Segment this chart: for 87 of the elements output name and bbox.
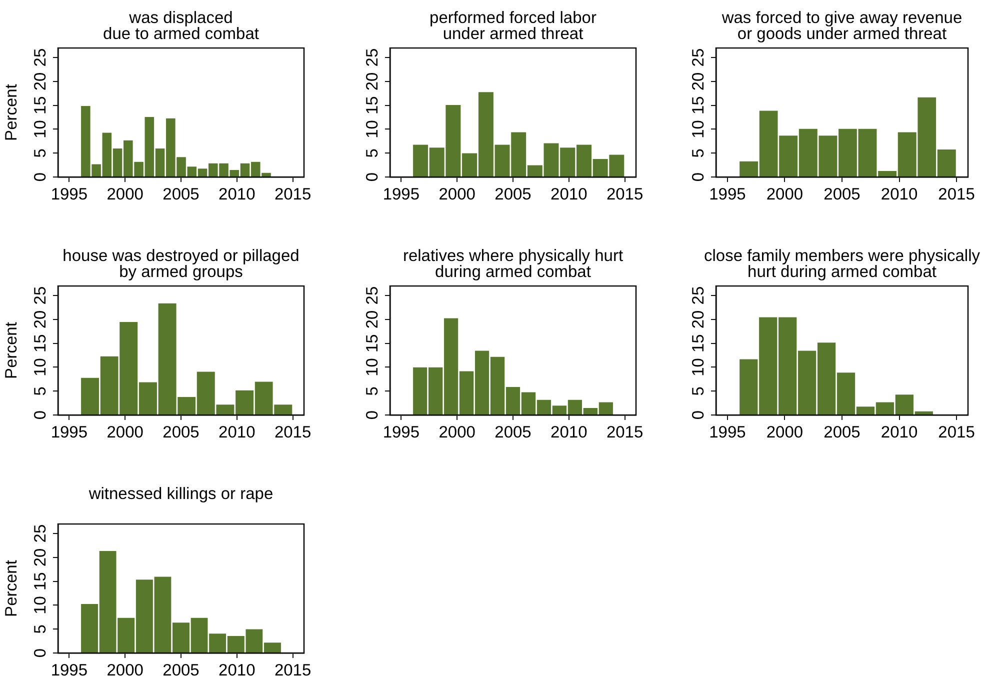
y-tick-label: 15 [31, 96, 50, 115]
y-tick-label: 20 [31, 310, 50, 329]
y-tick-label: 15 [689, 96, 708, 115]
x-tick-label: 2005 [162, 661, 200, 680]
x-tick-label: 2000 [106, 661, 144, 680]
x-tick-label: 1995 [50, 423, 88, 442]
y-tick-label: 10 [31, 358, 50, 376]
chart-title: relatives where physically hurt during armed combat [402, 247, 624, 281]
y-tick-label: 25 [31, 48, 50, 67]
x-tick-label: 1995 [709, 423, 746, 442]
y-tick-label: 5 [689, 148, 708, 158]
y-tick-label: 0 [31, 172, 50, 182]
y-tick-label: 25 [363, 48, 382, 67]
y-tick-label: 0 [689, 410, 708, 420]
x-tick-label: 2000 [106, 185, 144, 204]
chart-title: witnessed killings or rape [88, 485, 274, 503]
x-tick-label: 2015 [274, 661, 312, 680]
x-tick-label: 2010 [880, 423, 918, 442]
y-tick-label: 15 [363, 96, 382, 115]
y-tick-label: 25 [689, 48, 708, 67]
x-tick-label: 2005 [824, 423, 860, 442]
x-tick-label: 2000 [106, 423, 144, 442]
x-tick-label: 2010 [218, 185, 256, 204]
chart-title: was displaced due to armed combat [103, 9, 259, 43]
y-tick-label: 10 [689, 358, 708, 376]
y-tick-label: 20 [363, 72, 382, 91]
y-tick-label: 15 [363, 334, 382, 353]
y-tick-label: 20 [363, 310, 382, 329]
y-axis-title: Percent [2, 84, 20, 141]
y-tick-label: 0 [31, 410, 50, 420]
x-tick-label: 2015 [274, 185, 312, 204]
x-tick-label: 2005 [162, 185, 200, 204]
x-tick-label: 2015 [938, 185, 975, 204]
chart-title: close family members were physically hurt during armed combat [704, 247, 980, 281]
y-tick-label: 15 [31, 572, 50, 591]
x-tick-label: 1995 [709, 185, 746, 204]
y-tick-label: 10 [31, 120, 50, 138]
y-tick-label: 5 [363, 148, 382, 158]
x-tick-label: 2015 [606, 185, 644, 204]
y-tick-label: 5 [31, 148, 50, 158]
y-tick-label: 10 [363, 358, 382, 376]
y-tick-label: 10 [31, 596, 50, 614]
y-tick-label: 20 [689, 310, 708, 329]
y-tick-label: 10 [363, 120, 382, 138]
chart-title: house was destroyed or pillaged by armed groups [62, 247, 300, 281]
y-axis-title: Percent [2, 560, 20, 617]
x-tick-label: 2015 [938, 423, 975, 442]
y-tick-label: 25 [689, 286, 708, 305]
x-tick-label: 2005 [494, 423, 532, 442]
y-tick-label: 10 [689, 120, 708, 138]
x-tick-label: 2010 [550, 423, 588, 442]
x-tick-label: 2000 [438, 423, 476, 442]
x-tick-label: 2015 [606, 423, 644, 442]
x-tick-label: 2010 [550, 185, 588, 204]
x-tick-label: 2010 [218, 423, 256, 442]
y-tick-label: 20 [31, 72, 50, 91]
x-tick-label: 2005 [494, 185, 532, 204]
x-tick-label: 2000 [766, 185, 804, 204]
y-tick-label: 5 [363, 386, 382, 396]
y-tick-label: 25 [31, 524, 50, 543]
x-tick-label: 1995 [50, 661, 88, 680]
x-tick-label: 1995 [50, 185, 88, 204]
y-tick-label: 0 [31, 648, 50, 658]
x-tick-label: 1995 [382, 185, 420, 204]
chart-title: was forced to give away revenue or goods under armed threat [722, 9, 962, 43]
x-tick-label: 1995 [382, 423, 420, 442]
x-tick-label: 2005 [162, 423, 200, 442]
x-tick-label: 2000 [438, 185, 476, 204]
x-tick-label: 2010 [880, 185, 918, 204]
y-tick-label: 25 [363, 286, 382, 305]
y-tick-label: 5 [31, 386, 50, 396]
y-tick-label: 15 [31, 334, 50, 353]
y-tick-label: 25 [31, 286, 50, 305]
y-tick-label: 5 [689, 386, 708, 396]
x-tick-label: 2010 [218, 661, 256, 680]
x-tick-label: 2015 [274, 423, 312, 442]
x-tick-label: 2005 [824, 185, 860, 204]
y-tick-label: 0 [363, 410, 382, 420]
y-tick-label: 20 [31, 548, 50, 567]
y-tick-label: 0 [689, 172, 708, 182]
chart-title: performed forced labor under armed threat [430, 9, 596, 43]
y-tick-label: 0 [363, 172, 382, 182]
y-tick-label: 15 [689, 334, 708, 353]
x-tick-label: 2000 [766, 423, 804, 442]
y-tick-label: 5 [31, 624, 50, 634]
y-tick-label: 20 [689, 72, 708, 91]
y-axis-title: Percent [2, 322, 20, 379]
